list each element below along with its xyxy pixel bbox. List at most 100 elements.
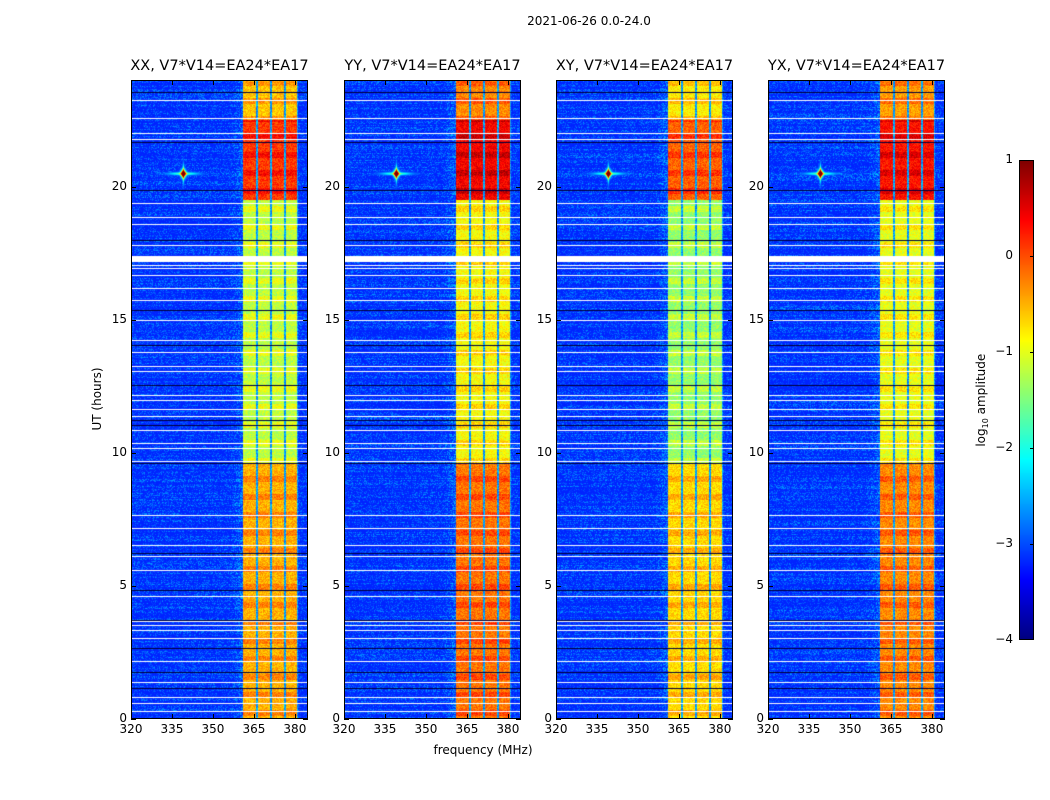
y-tick <box>131 719 136 720</box>
y-tick <box>940 452 945 454</box>
x-tick <box>294 80 296 85</box>
colorbar-tick-label: 0 <box>1005 248 1013 262</box>
x-tick <box>253 714 255 719</box>
y-tick <box>131 186 136 188</box>
colorbar-tick <box>1030 544 1034 545</box>
x-tick <box>556 80 557 85</box>
x-tick-label: 335 <box>797 722 821 736</box>
y-axis-label: UT (hours) <box>90 367 104 431</box>
x-tick <box>678 80 680 85</box>
y-tick <box>516 319 521 321</box>
panel-title: XX, V7*V14=EA24*EA17 <box>130 58 309 74</box>
x-tick <box>507 80 509 85</box>
spectrogram-heatmap <box>556 80 733 719</box>
x-tick-label: 380 <box>496 722 520 736</box>
x-tick <box>719 714 721 719</box>
y-tick-label: 15 <box>748 311 764 326</box>
y-tick-label: 15 <box>536 311 552 326</box>
colorbar-label: log10 amplitude <box>973 353 991 447</box>
y-tick <box>131 585 136 587</box>
colorbar-tick-label: −1 <box>995 344 1013 358</box>
y-tick <box>728 319 733 321</box>
y-tick <box>516 452 521 454</box>
x-tick <box>425 714 427 719</box>
x-tick-label: 350 <box>838 722 862 736</box>
y-tick-label: 0 <box>544 711 552 725</box>
y-tick <box>516 719 521 720</box>
colorbar-tick-label: −4 <box>995 632 1013 646</box>
x-tick <box>212 714 214 719</box>
y-tick <box>344 186 349 188</box>
x-tick <box>344 714 345 719</box>
x-tick-label: 350 <box>201 722 225 736</box>
x-tick-label: 320 <box>544 722 568 736</box>
y-tick-label: 20 <box>748 178 764 193</box>
x-tick <box>294 714 296 719</box>
y-tick <box>131 319 136 321</box>
figure-title: 2021-06-26 0.0-24.0 <box>527 14 651 28</box>
y-tick <box>728 719 733 720</box>
x-tick <box>466 714 468 719</box>
spectrogram-panel: XX, V7*V14=EA24*EA17 320 335 350 365 380 0 5 10 1… <box>112 58 309 736</box>
colorbar-tick <box>1030 160 1034 161</box>
colorbar-tick <box>1030 256 1034 257</box>
x-tick <box>253 80 255 85</box>
y-tick <box>303 452 308 454</box>
x-tick <box>131 80 132 85</box>
x-tick <box>212 80 214 85</box>
y-tick <box>516 585 521 587</box>
y-tick-label: 5 <box>756 577 764 592</box>
spectrogram-heatmap <box>344 80 521 719</box>
y-tick <box>768 186 773 188</box>
y-tick-label: 10 <box>111 444 127 459</box>
x-tick-label: 320 <box>119 722 143 736</box>
x-tick-label: 320 <box>756 722 780 736</box>
y-tick <box>344 452 349 454</box>
y-tick <box>940 585 945 587</box>
y-tick-label: 5 <box>544 577 552 592</box>
spectrogram-panel: XY, V7*V14=EA24*EA17 320 335 350 365 380 0 5 10 1… <box>537 58 733 736</box>
x-tick <box>890 80 892 85</box>
x-tick <box>384 714 386 719</box>
y-tick <box>556 719 561 720</box>
x-tick <box>931 80 933 85</box>
y-tick <box>768 319 773 321</box>
y-tick <box>556 319 561 321</box>
x-tick-label: 335 <box>373 722 397 736</box>
x-tick-label: 320 <box>332 722 356 736</box>
spectrogram-heatmap <box>768 80 945 719</box>
x-tick <box>931 714 933 719</box>
colorbar-tick <box>1030 448 1034 449</box>
panel-title: XY, V7*V14=EA24*EA17 <box>555 58 734 74</box>
spectrogram-heatmap <box>131 80 308 719</box>
y-tick <box>303 186 308 188</box>
x-tick <box>425 80 427 85</box>
x-tick-label: 335 <box>585 722 609 736</box>
y-tick <box>940 719 945 720</box>
y-tick-label: 0 <box>119 711 127 725</box>
x-tick-label: 350 <box>414 722 438 736</box>
x-tick <box>849 80 851 85</box>
y-tick-label: 15 <box>111 311 127 326</box>
panel-title: YY, V7*V14=EA24*EA17 <box>344 58 521 74</box>
x-tick <box>171 714 173 719</box>
x-tick-label: 380 <box>708 722 732 736</box>
x-tick-label: 365 <box>667 722 691 736</box>
colorbar-tick <box>1030 639 1034 640</box>
y-tick-label: 10 <box>324 444 340 459</box>
colorbar-tick <box>1030 352 1034 353</box>
colorbar: 1 0 −1 −2 −3 −4 <box>995 152 1034 646</box>
y-tick <box>556 585 561 587</box>
y-tick-label: 10 <box>536 444 552 459</box>
y-tick-label: 20 <box>324 178 340 193</box>
x-tick <box>808 80 810 85</box>
spectrogram-panel: YX, V7*V14=EA24*EA17 320 335 350 365 380 0 5 10 1… <box>749 58 945 736</box>
x-axis-label: frequency (MHz) <box>433 743 533 757</box>
y-tick <box>556 452 561 454</box>
x-tick-label: 335 <box>160 722 184 736</box>
x-tick <box>637 80 639 85</box>
y-tick-label: 20 <box>536 178 552 193</box>
x-tick <box>768 714 769 719</box>
x-tick <box>678 714 680 719</box>
